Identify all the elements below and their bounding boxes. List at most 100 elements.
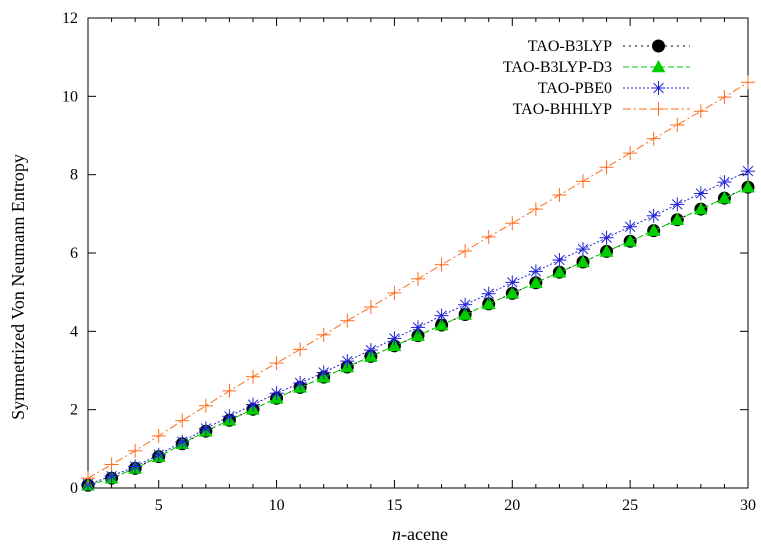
data-point [741,164,755,179]
data-point [670,212,685,226]
legend-entry: TAO-B3LYP [528,38,690,55]
legend-label: TAO-PBE0 [538,80,612,97]
x-tick-label: 25 [622,497,638,514]
data-point [505,275,520,290]
data-point [411,328,425,341]
series-tao-pbe0 [81,164,755,492]
data-point [481,286,496,301]
data-point [717,175,732,190]
series-group [81,75,755,492]
legend-entry: TAO-B3LYP-D3 [503,59,690,76]
data-point [458,307,472,320]
data-point [670,197,685,212]
y-tick-label: 10 [62,88,78,105]
data-point [411,320,425,335]
data-point [623,219,638,234]
legend-entry: TAO-PBE0 [538,80,690,97]
y-axis-label: Symmetrized Von Neumann Entropy [8,154,28,420]
data-point [599,230,614,245]
data-point [693,104,708,119]
data-point [293,342,308,357]
legend-label: TAO-B3LYP-D3 [503,59,612,76]
legend: TAO-B3LYP TAO-B3LYP-D3 TAO-PBE0 TAO-BHHLYP [503,38,690,118]
data-point [175,413,190,428]
data-point [623,146,638,161]
data-point [387,331,402,346]
data-point [717,90,732,105]
data-point [434,318,449,331]
data-point [646,208,661,223]
legend-marker [651,59,666,73]
series-tao-bhhlyp [81,75,755,486]
data-point [151,428,166,443]
legend-label: TAO-B3LYP [528,38,612,55]
data-point [599,160,614,175]
data-point [505,286,520,299]
data-point [175,434,190,449]
data-point [505,216,520,231]
data-point [741,75,755,90]
y-tick-label: 6 [70,245,78,262]
legend-entry: TAO-BHHLYP [513,101,690,118]
x-tick-label: 5 [155,497,163,514]
data-point [741,180,755,193]
data-point [458,297,473,312]
legend-label: TAO-BHHLYP [513,101,612,118]
data-point [599,244,614,257]
data-point [458,244,473,259]
y-tick-label: 4 [70,323,78,340]
data-point [694,202,708,215]
data-point [623,234,637,247]
data-point [576,242,590,257]
data-point [269,356,284,371]
data-point [246,369,260,384]
data-point [481,296,496,310]
x-axis-label-italic: n [392,524,401,544]
data-point [293,376,308,391]
data-point [198,421,213,436]
data-point [363,300,378,315]
data-point [646,131,661,146]
data-point [411,271,425,286]
x-tick-label: 10 [269,497,285,514]
data-point [434,257,449,272]
data-point [104,469,119,484]
x-tick-label: 15 [386,497,402,514]
x-tick-label: 20 [504,497,520,514]
data-point [529,275,543,289]
data-point [717,191,732,204]
data-point [316,365,331,380]
data-point [552,188,567,203]
data-point [222,409,237,424]
data-point [434,308,449,323]
data-point [646,223,661,236]
data-point [316,327,331,342]
data-point [128,459,143,474]
data-point [363,343,378,358]
x-axis-label-rest: -acene [401,524,448,544]
data-point [552,253,567,268]
legend-marker [651,102,666,116]
y-tick-label: 2 [70,402,78,419]
data-point [81,471,95,486]
legend-marker [651,81,666,95]
y-tick-label: 8 [70,167,78,184]
y-tick-label: 12 [62,10,78,27]
data-point [576,174,590,189]
data-point [222,383,237,398]
x-tick-label: 30 [740,497,756,514]
data-point [340,354,355,369]
legend-marker [652,39,665,53]
data-point [528,202,543,217]
data-point [693,186,708,201]
data-point [552,265,567,278]
series-tao-b3lyp-d3 [81,180,755,491]
data-point [481,229,496,244]
data-point [340,313,355,328]
data-point [246,397,260,412]
data-point [670,117,685,132]
data-point [198,398,213,413]
data-point [576,254,590,268]
data-point [104,457,119,472]
